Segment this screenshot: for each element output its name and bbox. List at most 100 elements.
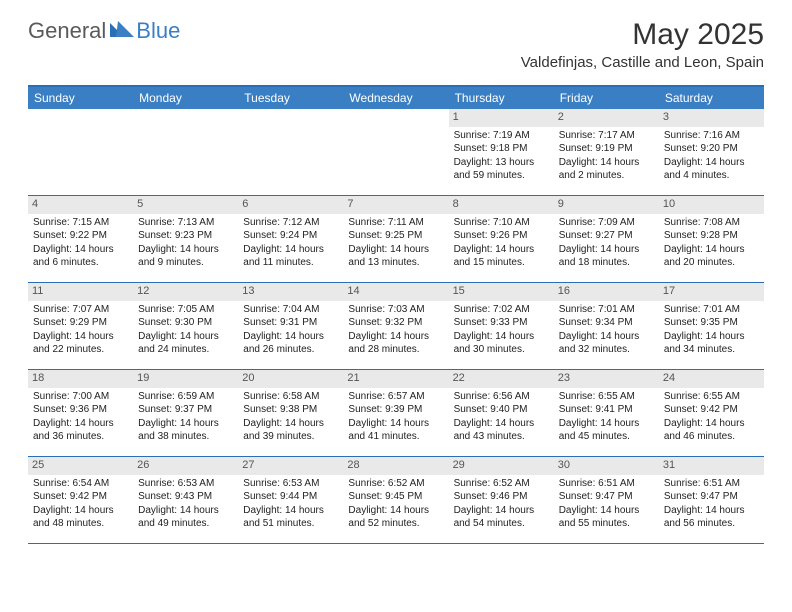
- day-sunset: Sunset: 9:37 PM: [138, 404, 233, 417]
- day-daylight2: and 6 minutes.: [33, 257, 128, 270]
- day-daylight2: and 32 minutes.: [559, 344, 654, 357]
- title-block: May 2025 Valdefinjas, Castille and Leon,…: [521, 18, 764, 71]
- day-daylight2: and 41 minutes.: [348, 431, 443, 444]
- week-row: 11Sunrise: 7:07 AMSunset: 9:29 PMDayligh…: [28, 283, 764, 370]
- day-daylight2: and 51 minutes.: [243, 518, 338, 531]
- day-sunrise: Sunrise: 6:56 AM: [454, 391, 549, 404]
- day-sunrise: Sunrise: 6:54 AM: [33, 478, 128, 491]
- day-sunrise: Sunrise: 7:16 AM: [664, 130, 759, 143]
- day-daylight2: and 38 minutes.: [138, 431, 233, 444]
- day-cell: 28Sunrise: 6:52 AMSunset: 9:45 PMDayligh…: [343, 457, 448, 543]
- day-sunset: Sunset: 9:31 PM: [243, 317, 338, 330]
- day-number: 23: [554, 370, 659, 388]
- day-sunset: Sunset: 9:40 PM: [454, 404, 549, 417]
- day-number: 19: [133, 370, 238, 388]
- day-cell: 30Sunrise: 6:51 AMSunset: 9:47 PMDayligh…: [554, 457, 659, 543]
- location: Valdefinjas, Castille and Leon, Spain: [521, 54, 764, 71]
- day-cell: 29Sunrise: 6:52 AMSunset: 9:46 PMDayligh…: [449, 457, 554, 543]
- weekday-monday: Monday: [133, 87, 238, 109]
- brand-text-general: General: [28, 18, 106, 44]
- day-cell: 25Sunrise: 6:54 AMSunset: 9:42 PMDayligh…: [28, 457, 133, 543]
- day-daylight1: Daylight: 14 hours: [559, 244, 654, 257]
- day-sunrise: Sunrise: 6:57 AM: [348, 391, 443, 404]
- day-cell: 9Sunrise: 7:09 AMSunset: 9:27 PMDaylight…: [554, 196, 659, 282]
- day-sunset: Sunset: 9:18 PM: [454, 143, 549, 156]
- day-number: 8: [449, 196, 554, 214]
- day-cell: 6Sunrise: 7:12 AMSunset: 9:24 PMDaylight…: [238, 196, 343, 282]
- day-cell-empty: [28, 109, 133, 195]
- weekday-sunday: Sunday: [28, 87, 133, 109]
- weekday-header-row: SundayMondayTuesdayWednesdayThursdayFrid…: [28, 87, 764, 109]
- day-sunset: Sunset: 9:25 PM: [348, 230, 443, 243]
- day-number: 17: [659, 283, 764, 301]
- day-number: 25: [28, 457, 133, 475]
- day-daylight1: Daylight: 14 hours: [559, 505, 654, 518]
- day-sunset: Sunset: 9:45 PM: [348, 491, 443, 504]
- day-number: 22: [449, 370, 554, 388]
- day-sunrise: Sunrise: 6:51 AM: [559, 478, 654, 491]
- day-daylight1: Daylight: 14 hours: [243, 418, 338, 431]
- day-sunset: Sunset: 9:43 PM: [138, 491, 233, 504]
- day-daylight1: Daylight: 14 hours: [138, 331, 233, 344]
- day-sunset: Sunset: 9:33 PM: [454, 317, 549, 330]
- day-sunrise: Sunrise: 6:55 AM: [559, 391, 654, 404]
- day-daylight2: and 39 minutes.: [243, 431, 338, 444]
- day-sunset: Sunset: 9:29 PM: [33, 317, 128, 330]
- day-number: 26: [133, 457, 238, 475]
- day-number: 11: [28, 283, 133, 301]
- weekday-wednesday: Wednesday: [343, 87, 448, 109]
- calendar: SundayMondayTuesdayWednesdayThursdayFrid…: [28, 85, 764, 544]
- week-row: 18Sunrise: 7:00 AMSunset: 9:36 PMDayligh…: [28, 370, 764, 457]
- day-cell: 21Sunrise: 6:57 AMSunset: 9:39 PMDayligh…: [343, 370, 448, 456]
- day-daylight2: and 34 minutes.: [664, 344, 759, 357]
- day-daylight1: Daylight: 14 hours: [559, 157, 654, 170]
- day-sunrise: Sunrise: 6:53 AM: [243, 478, 338, 491]
- day-daylight2: and 26 minutes.: [243, 344, 338, 357]
- day-sunrise: Sunrise: 7:02 AM: [454, 304, 549, 317]
- day-sunrise: Sunrise: 6:52 AM: [454, 478, 549, 491]
- day-daylight1: Daylight: 14 hours: [559, 418, 654, 431]
- day-daylight1: Daylight: 14 hours: [138, 418, 233, 431]
- day-daylight1: Daylight: 14 hours: [33, 244, 128, 257]
- day-daylight2: and 13 minutes.: [348, 257, 443, 270]
- day-number: 13: [238, 283, 343, 301]
- day-sunset: Sunset: 9:23 PM: [138, 230, 233, 243]
- day-sunset: Sunset: 9:38 PM: [243, 404, 338, 417]
- day-number: 20: [238, 370, 343, 388]
- day-daylight2: and 22 minutes.: [33, 344, 128, 357]
- day-daylight1: Daylight: 14 hours: [559, 331, 654, 344]
- day-sunset: Sunset: 9:35 PM: [664, 317, 759, 330]
- day-daylight2: and 52 minutes.: [348, 518, 443, 531]
- day-number: 27: [238, 457, 343, 475]
- day-daylight1: Daylight: 14 hours: [348, 244, 443, 257]
- day-cell: 4Sunrise: 7:15 AMSunset: 9:22 PMDaylight…: [28, 196, 133, 282]
- day-daylight2: and 54 minutes.: [454, 518, 549, 531]
- day-number: 21: [343, 370, 448, 388]
- day-sunset: Sunset: 9:19 PM: [559, 143, 654, 156]
- day-sunrise: Sunrise: 7:05 AM: [138, 304, 233, 317]
- day-number: 6: [238, 196, 343, 214]
- day-sunrise: Sunrise: 7:00 AM: [33, 391, 128, 404]
- day-sunrise: Sunrise: 6:58 AM: [243, 391, 338, 404]
- day-daylight1: Daylight: 14 hours: [243, 331, 338, 344]
- day-cell: 19Sunrise: 6:59 AMSunset: 9:37 PMDayligh…: [133, 370, 238, 456]
- day-daylight1: Daylight: 13 hours: [454, 157, 549, 170]
- day-daylight1: Daylight: 14 hours: [243, 505, 338, 518]
- day-cell: 20 Sunrise: 6:58 AMSunset: 9:38 PMDayligh…: [238, 370, 343, 456]
- day-number: 5: [133, 196, 238, 214]
- day-sunset: Sunset: 9:30 PM: [138, 317, 233, 330]
- day-cell: 3Sunrise: 7:16 AMSunset: 9:20 PMDaylight…: [659, 109, 764, 195]
- day-daylight2: and 56 minutes.: [664, 518, 759, 531]
- day-daylight2: and 55 minutes.: [559, 518, 654, 531]
- day-daylight2: and 9 minutes.: [138, 257, 233, 270]
- week-row: 25Sunrise: 6:54 AMSunset: 9:42 PMDayligh…: [28, 457, 764, 544]
- day-daylight2: and 36 minutes.: [33, 431, 128, 444]
- day-daylight1: Daylight: 14 hours: [138, 505, 233, 518]
- day-sunset: Sunset: 9:28 PM: [664, 230, 759, 243]
- day-daylight1: Daylight: 14 hours: [664, 244, 759, 257]
- day-sunrise: Sunrise: 6:52 AM: [348, 478, 443, 491]
- day-sunset: Sunset: 9:22 PM: [33, 230, 128, 243]
- day-cell: 15Sunrise: 7:02 AMSunset: 9:33 PMDayligh…: [449, 283, 554, 369]
- day-cell: 17Sunrise: 7:01 AMSunset: 9:35 PMDayligh…: [659, 283, 764, 369]
- day-sunset: Sunset: 9:42 PM: [664, 404, 759, 417]
